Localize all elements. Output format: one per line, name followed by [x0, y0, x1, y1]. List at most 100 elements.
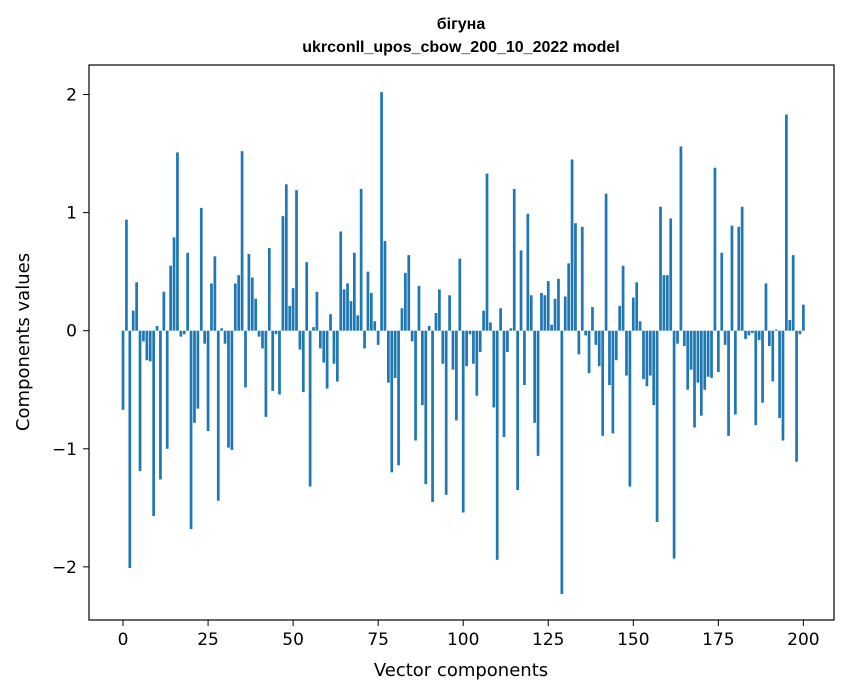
bar [390, 330, 394, 473]
bar [614, 330, 618, 361]
bar [346, 283, 349, 331]
bar [751, 330, 754, 334]
bar [128, 330, 132, 569]
bar [448, 295, 451, 331]
bar [580, 226, 584, 331]
bar [781, 330, 785, 441]
bar [165, 330, 169, 449]
bar [421, 330, 424, 406]
bar [648, 330, 652, 376]
bar [489, 322, 492, 331]
bar [196, 330, 200, 409]
bar [455, 330, 458, 421]
bar [407, 255, 411, 331]
bar [281, 216, 285, 331]
bar [315, 291, 319, 331]
bar [720, 252, 724, 331]
bar [329, 314, 332, 331]
bar [369, 292, 373, 331]
bar [591, 307, 594, 331]
bar [342, 289, 346, 331]
bar [318, 330, 322, 349]
bar [540, 292, 543, 331]
bar [628, 330, 632, 487]
bar [727, 330, 730, 436]
bar [308, 330, 312, 487]
bar [250, 277, 254, 331]
x-tick-label: 175 [702, 630, 734, 650]
bar [682, 330, 686, 347]
bar [271, 330, 275, 391]
bar [601, 330, 605, 436]
bar [730, 225, 734, 331]
bar [546, 281, 550, 331]
bar [710, 330, 713, 378]
bar [676, 330, 679, 344]
bar [679, 146, 683, 331]
bar [267, 248, 271, 331]
bar [404, 272, 407, 331]
bar [512, 188, 516, 331]
bar [121, 330, 125, 410]
bar [774, 329, 778, 331]
x-tick-label: 25 [197, 630, 219, 650]
bar [468, 330, 472, 335]
bar [744, 330, 747, 339]
bar [339, 231, 343, 331]
bar [410, 330, 414, 342]
bar [305, 262, 309, 331]
bar [148, 330, 152, 362]
bar [788, 320, 792, 331]
bar [237, 275, 241, 331]
bar [261, 330, 264, 349]
bar [631, 297, 635, 331]
bar [244, 330, 247, 388]
bar [686, 330, 690, 390]
bar [482, 310, 485, 331]
y-axis-label: Components values [13, 253, 34, 431]
bar [203, 330, 207, 344]
bar [594, 330, 598, 345]
bar [199, 207, 203, 331]
bar [625, 330, 628, 376]
bar [604, 193, 608, 331]
bar [638, 321, 642, 331]
bar [768, 330, 771, 347]
bar [257, 330, 261, 337]
bar [526, 213, 530, 331]
bar [376, 330, 380, 345]
bar [233, 283, 237, 331]
bar [618, 305, 622, 331]
bar [417, 285, 421, 331]
bar [577, 330, 581, 355]
bar [659, 206, 662, 331]
chart-subtitle: ukrconll_upos_cbow_200_10_2022 model [302, 39, 619, 56]
x-tick-label: 75 [367, 630, 389, 650]
bar [587, 330, 591, 374]
bar [740, 206, 744, 331]
x-axis-label: Vector components [374, 660, 548, 681]
bar [301, 330, 305, 393]
x-tick-label: 150 [617, 630, 649, 650]
bar [230, 330, 234, 450]
bar [723, 330, 727, 345]
bar [733, 330, 737, 415]
bar [706, 330, 710, 377]
bar [298, 330, 302, 350]
bar [159, 330, 162, 480]
bar [662, 275, 666, 331]
bar [322, 330, 326, 363]
bar [441, 330, 445, 364]
bar [227, 330, 230, 448]
bar [472, 330, 475, 364]
bar [621, 265, 625, 331]
y-tick-label: −1 [52, 440, 77, 460]
bar [475, 330, 479, 396]
bar [693, 330, 696, 428]
bar [145, 330, 149, 361]
bar [451, 330, 455, 370]
bar [438, 289, 441, 331]
bar [397, 330, 400, 466]
bar [574, 223, 577, 331]
bar [179, 330, 183, 337]
